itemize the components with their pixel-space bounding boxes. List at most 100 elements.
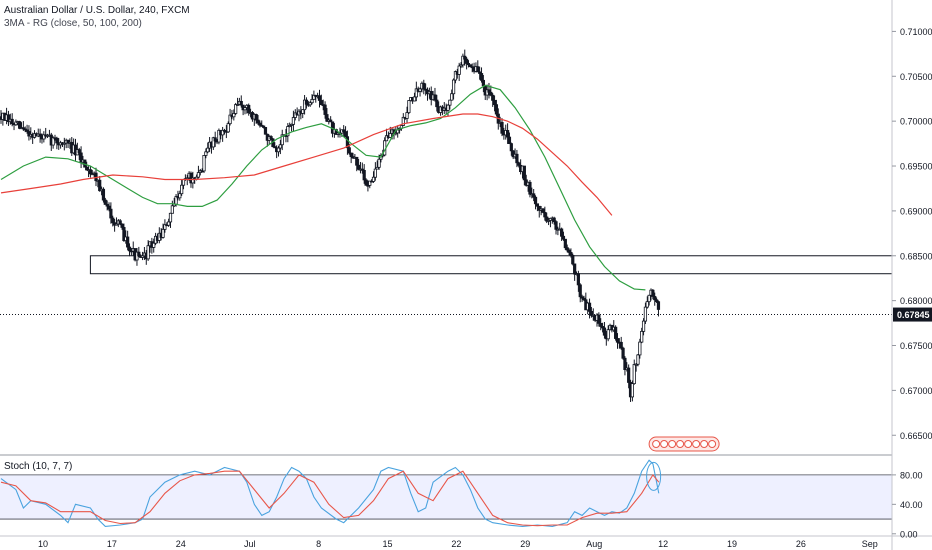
candle[interactable] [221,126,225,142]
candle[interactable] [647,294,651,306]
candle[interactable] [329,116,333,123]
candle[interactable] [269,135,273,141]
candle[interactable] [569,248,573,258]
event-flag-icon[interactable] [660,440,669,448]
candle[interactable] [146,240,150,261]
candle[interactable] [167,218,171,227]
candle[interactable] [118,219,122,226]
candle[interactable] [191,171,195,189]
candle[interactable] [280,129,284,151]
candle[interactable] [602,322,607,339]
candle[interactable] [384,128,389,142]
candle[interactable] [211,136,215,150]
candle[interactable] [645,296,649,309]
candle[interactable] [319,94,323,106]
candle[interactable] [278,139,282,155]
candle[interactable] [226,121,230,133]
candle[interactable] [161,223,165,239]
candle[interactable] [468,64,472,68]
candle[interactable] [14,119,18,127]
candle[interactable] [273,142,277,149]
candle[interactable] [310,94,314,105]
candle[interactable] [552,216,556,225]
candle[interactable] [655,297,659,304]
candle[interactable] [522,165,526,186]
candle[interactable] [405,106,409,124]
candle[interactable] [163,219,167,233]
candle[interactable] [479,67,484,83]
candle[interactable] [122,223,126,242]
candle[interactable] [85,161,89,171]
candle[interactable] [457,62,461,82]
candle[interactable] [573,263,577,281]
candle[interactable] [79,146,83,169]
candle[interactable] [62,137,66,151]
candle[interactable] [228,108,232,126]
candle[interactable] [541,207,545,214]
candle[interactable] [589,306,594,318]
candle[interactable] [528,180,532,198]
candle[interactable] [42,131,46,143]
candle[interactable] [38,128,42,143]
candle[interactable] [515,149,519,168]
candle[interactable] [140,251,145,261]
candle[interactable] [638,338,642,359]
candle[interactable] [152,238,156,253]
candle[interactable] [621,346,625,360]
candle[interactable] [461,53,465,68]
candle[interactable] [127,243,132,257]
candle[interactable] [450,89,454,101]
candle[interactable] [168,212,173,228]
candle[interactable] [478,66,482,80]
candle[interactable] [576,270,580,292]
candle[interactable] [101,187,106,203]
candle[interactable] [640,327,644,344]
candle[interactable] [448,99,452,110]
candle[interactable] [18,120,22,130]
candle[interactable] [418,87,422,97]
candle[interactable] [492,95,497,112]
candle[interactable] [120,223,124,230]
candle[interactable] [505,123,510,144]
candle[interactable] [362,164,366,184]
event-flag-icon[interactable] [700,440,709,448]
candle[interactable] [232,109,236,121]
candle[interactable] [325,108,329,123]
candle[interactable] [301,109,305,119]
candle[interactable] [312,90,316,100]
candle[interactable] [258,120,262,128]
candle[interactable] [222,128,227,135]
candle[interactable] [412,92,417,102]
candle[interactable] [641,318,646,336]
candle[interactable] [98,176,102,192]
candle[interactable] [546,217,551,226]
candle[interactable] [27,125,31,141]
candle[interactable] [623,356,627,376]
candle[interactable] [587,298,592,319]
candle[interactable] [77,147,81,160]
candle[interactable] [243,106,247,115]
candle[interactable] [349,152,353,164]
candle[interactable] [567,248,571,256]
candle[interactable] [532,189,536,202]
candle[interactable] [580,294,584,302]
candle[interactable] [481,75,485,93]
candle[interactable] [180,179,184,196]
candle[interactable] [288,122,292,128]
candle[interactable] [578,283,582,303]
candle[interactable] [627,364,631,389]
candle[interactable] [289,123,294,132]
candle[interactable] [630,380,634,402]
candle[interactable] [619,336,623,350]
candle[interactable] [560,227,564,241]
candle[interactable] [247,103,251,116]
candle[interactable] [196,165,201,179]
candle[interactable] [302,95,307,115]
candle[interactable] [643,302,648,324]
candle[interactable] [342,125,346,137]
candle[interactable] [537,205,541,218]
event-flag-icon[interactable] [652,440,661,448]
candle[interactable] [653,292,657,306]
candle[interactable] [375,160,379,170]
